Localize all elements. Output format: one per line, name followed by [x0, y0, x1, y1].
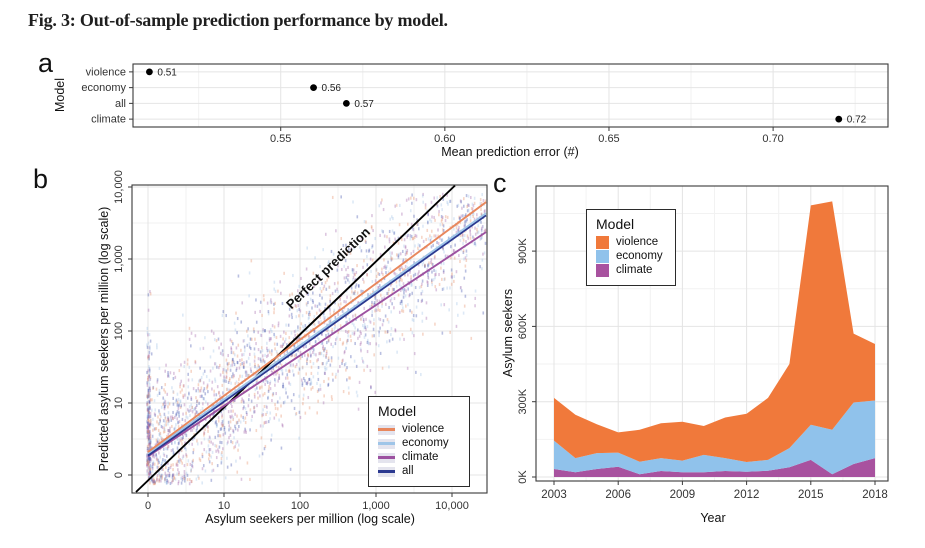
legend-label: economy: [616, 250, 663, 262]
panel-b-x-tick-label: 100: [291, 500, 309, 512]
legend-label: violence: [402, 423, 445, 435]
climate-line-swatch: [378, 452, 395, 463]
panel-a-point-label: 0.57: [354, 99, 374, 110]
legend-item-violence: violence: [378, 423, 460, 436]
panel-c-y-tick-label: 0K: [517, 470, 529, 484]
area-violence: [554, 201, 875, 462]
panel-c-x-tick-label: 2012: [734, 489, 760, 501]
panel-a-point-violence: [146, 68, 153, 76]
legend-item-economy: economy: [596, 250, 666, 263]
panel-c-x-tick-label: 2003: [541, 489, 567, 501]
panel-a-category-label: climate: [91, 114, 126, 126]
panel-b-y-tick-label: 0: [113, 472, 125, 478]
legend-item-economy: economy: [378, 437, 460, 450]
panel-a-x-axis-title: Mean prediction error (#): [441, 145, 579, 159]
economy-line-swatch: [378, 438, 395, 449]
area-economy: [554, 400, 875, 475]
panel-a-border: [132, 63, 889, 128]
panel-b-letter: b: [33, 164, 49, 194]
panel-a-letter: a: [38, 48, 54, 78]
panel-b-y-tick-label: 10: [113, 397, 125, 409]
fit-line-all: [147, 214, 487, 457]
legend-item-climate: climate: [596, 264, 666, 277]
legend-label: all: [402, 465, 414, 477]
panel-a-point-economy: [310, 84, 317, 92]
panel-a-x-tick-label: 0.70: [762, 133, 783, 145]
legend-label: climate: [616, 264, 653, 276]
scatter-points: [146, 192, 487, 486]
panel-a-category-label: economy: [81, 82, 126, 94]
panel-c-legend-title: Model: [596, 216, 635, 232]
legend-item-climate: climate: [378, 451, 460, 464]
panel-a-point-label: 0.56: [322, 83, 342, 94]
panel-b-border: [131, 184, 488, 494]
panel-b-x-tick-label: 10: [218, 500, 230, 512]
legend-label: climate: [402, 451, 439, 463]
panel-b-x-tick-label: 0: [145, 500, 151, 512]
panel-c-y-tick-label: 600K: [517, 313, 529, 339]
violence-line-swatch: [378, 424, 395, 435]
panel-b-y-tick-label: 1,000: [113, 245, 125, 273]
panel-b-legend: Model violence economy climate all: [368, 396, 470, 487]
panel-b-y-tick-label: 10,000: [113, 170, 125, 204]
panel-a-point-label: 0.72: [847, 115, 867, 126]
panel-a-point-all: [342, 99, 350, 107]
panel-a-category-label: all: [115, 98, 126, 110]
panel-c-y-axis-title: Asylum seekers: [501, 288, 515, 378]
panel-c-y-tick-label: 300K: [517, 388, 529, 414]
panel-c-x-tick-label: 2009: [670, 489, 696, 501]
panel-a-point-label: 0.51: [157, 67, 177, 78]
panel-a-y-axis-title: Model: [53, 77, 67, 113]
panel-c-x-tick-label: 2018: [862, 489, 888, 501]
panel-a-category-label: violence: [86, 66, 126, 78]
climate-area-swatch: [596, 264, 609, 277]
panel-c-x-tick-label: 2015: [798, 489, 824, 501]
fit-line-climate: [147, 231, 487, 458]
panel-a-point-climate: [835, 115, 843, 123]
economy-area-swatch: [596, 250, 609, 263]
panel-a-bg: [133, 64, 888, 127]
panel-b-x-axis-title: Asylum seekers per million (log scale): [205, 512, 415, 526]
panel-c-x-axis-title: Year: [700, 511, 726, 525]
legend-item-violence: violence: [596, 236, 666, 249]
panel-b-x-tick-label: 10,000: [435, 500, 469, 512]
panel-c-x-tick-label: 2006: [605, 489, 631, 501]
panel-b-y-tick-label: 100: [113, 322, 125, 340]
panel-b-y-axis-title: Predicted asylum seekers per million (lo…: [97, 206, 111, 472]
perfect-prediction-line: [135, 184, 456, 493]
legend-item-all: all: [378, 465, 460, 478]
legend-label: economy: [402, 437, 449, 449]
violence-area-swatch: [596, 236, 609, 249]
panel-a-x-tick-label: 0.60: [434, 133, 455, 145]
figure-title: Fig. 3: Out-of-sample prediction perform…: [28, 10, 448, 30]
fit-line-economy: [147, 212, 487, 455]
panel-c-letter: c: [493, 168, 507, 198]
fit-line-violence: [147, 201, 487, 453]
panel-a-x-tick-label: 0.55: [270, 133, 291, 145]
panel-a-x-tick-label: 0.65: [598, 133, 619, 145]
legend-label: violence: [616, 236, 659, 248]
panel-b-legend-title: Model: [378, 403, 417, 419]
panel-c-legend: Model violence economy climate: [586, 209, 676, 286]
panel-c-y-tick-label: 900K: [517, 238, 529, 264]
panel-b-x-tick-label: 1,000: [362, 500, 390, 512]
panel-c-border: [535, 185, 889, 482]
area-climate: [554, 458, 875, 477]
all-line-swatch: [378, 466, 395, 477]
